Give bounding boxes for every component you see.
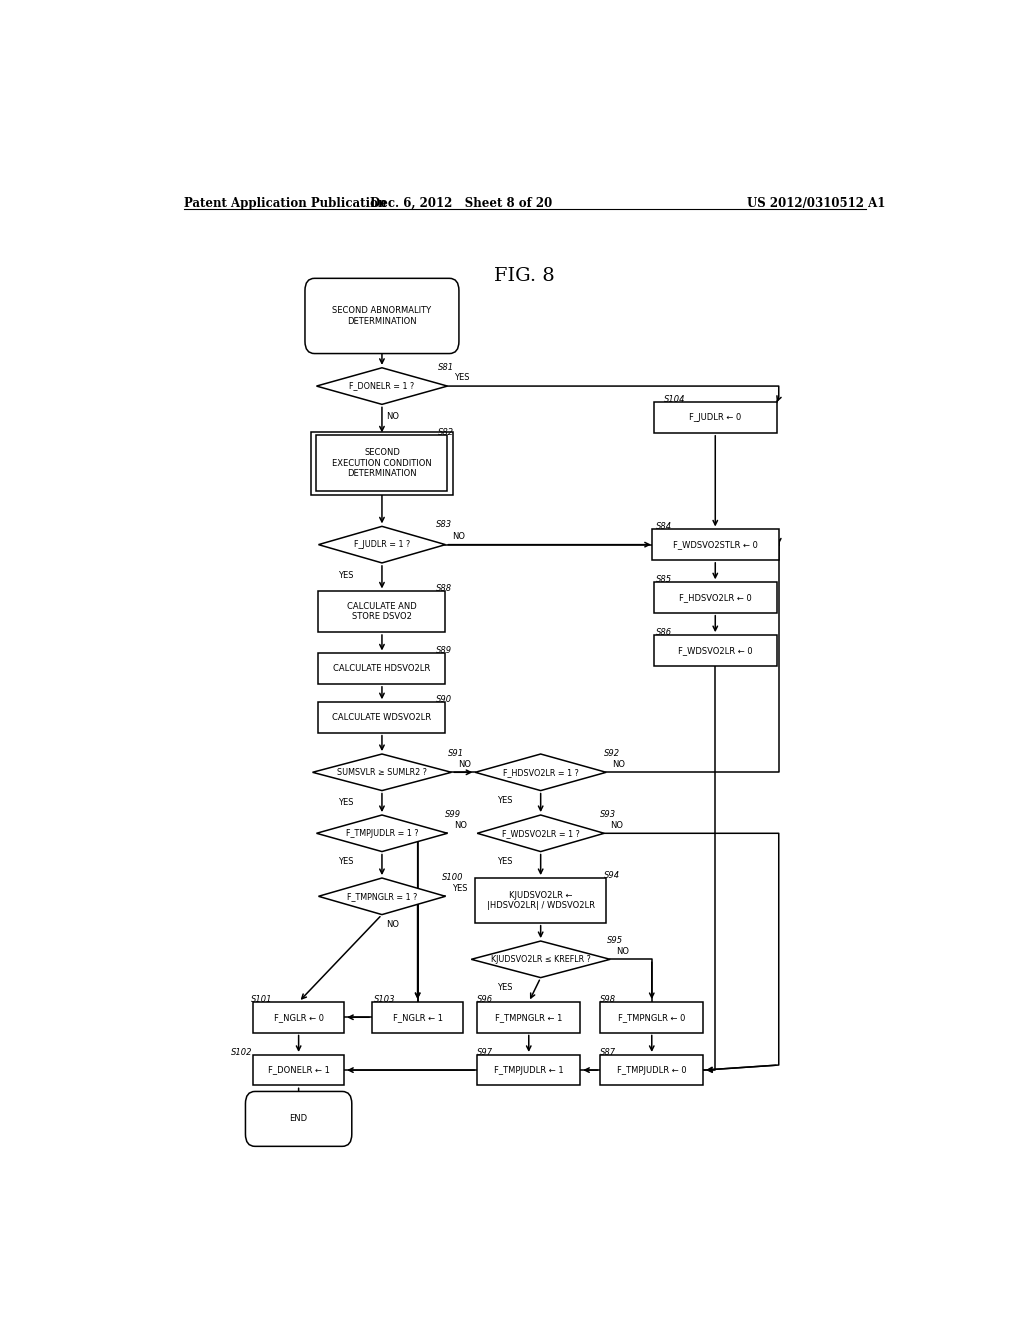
Text: NO: NO [610,821,624,830]
Text: YES: YES [338,799,354,808]
FancyBboxPatch shape [246,1092,352,1146]
Text: NO: NO [612,760,626,768]
Text: YES: YES [497,983,513,993]
Text: SECOND ABNORMALITY
DETERMINATION: SECOND ABNORMALITY DETERMINATION [333,306,431,326]
Text: S90: S90 [436,696,452,704]
Text: Dec. 6, 2012   Sheet 8 of 20: Dec. 6, 2012 Sheet 8 of 20 [371,197,552,210]
FancyBboxPatch shape [477,1002,581,1032]
Text: S83: S83 [436,520,452,529]
Text: F_WDSVO2LR = 1 ?: F_WDSVO2LR = 1 ? [502,829,580,838]
Polygon shape [475,754,606,791]
Text: S93: S93 [600,810,616,818]
Text: Patent Application Publication: Patent Application Publication [183,197,386,210]
Text: YES: YES [497,796,513,805]
Text: YES: YES [452,883,467,892]
Text: CALCULATE AND
STORE DSVO2: CALCULATE AND STORE DSVO2 [347,602,417,622]
FancyBboxPatch shape [652,529,779,560]
Text: END: END [290,1114,307,1123]
Text: S103: S103 [374,995,395,1005]
FancyBboxPatch shape [318,653,445,684]
Text: F_TMPNGLR ← 0: F_TMPNGLR ← 0 [618,1012,685,1022]
Text: S100: S100 [441,873,463,882]
Text: F_NGLR ← 1: F_NGLR ← 1 [392,1012,442,1022]
Text: F_TMPNGLR = 1 ?: F_TMPNGLR = 1 ? [347,892,417,900]
Text: S88: S88 [436,585,452,594]
Text: KJUDSVO2LR ←
|HDSVO2LR| / WDSVO2LR: KJUDSVO2LR ← |HDSVO2LR| / WDSVO2LR [486,891,595,909]
Text: F_DONELR ← 1: F_DONELR ← 1 [267,1065,330,1074]
Text: YES: YES [338,570,354,579]
Polygon shape [316,814,447,851]
Text: S96: S96 [477,995,494,1005]
Text: CALCULATE WDSVO2LR: CALCULATE WDSVO2LR [333,713,431,722]
Text: F_HDSVO2LR ← 0: F_HDSVO2LR ← 0 [679,593,752,602]
FancyBboxPatch shape [253,1002,344,1032]
Text: S84: S84 [655,523,672,532]
FancyBboxPatch shape [253,1055,344,1085]
FancyBboxPatch shape [305,279,459,354]
Text: SECOND
EXECUTION CONDITION
DETERMINATION: SECOND EXECUTION CONDITION DETERMINATION [332,449,432,478]
Text: S101: S101 [251,995,272,1005]
Text: S97: S97 [477,1048,494,1057]
Text: F_TMPNGLR ← 1: F_TMPNGLR ← 1 [495,1012,562,1022]
Text: F_DONELR = 1 ?: F_DONELR = 1 ? [349,381,415,391]
Text: S85: S85 [655,576,672,585]
Polygon shape [312,754,452,791]
Polygon shape [318,527,445,562]
Text: NO: NO [616,946,630,956]
FancyBboxPatch shape [477,1055,581,1085]
Text: NO: NO [454,821,467,830]
FancyBboxPatch shape [653,582,777,612]
Text: F_JUDLR ← 0: F_JUDLR ← 0 [689,413,741,422]
FancyBboxPatch shape [316,436,447,491]
Text: S104: S104 [664,396,685,404]
Text: S82: S82 [437,428,454,437]
Text: S94: S94 [604,871,621,880]
Text: S99: S99 [445,810,462,818]
FancyBboxPatch shape [475,878,606,923]
Text: S81: S81 [437,363,454,372]
FancyBboxPatch shape [372,1002,463,1032]
FancyBboxPatch shape [318,591,445,632]
FancyBboxPatch shape [600,1055,703,1085]
Text: KJUDSVO2LR ≤ KREFLR ?: KJUDSVO2LR ≤ KREFLR ? [490,954,591,964]
Text: F_TMPJUDLR ← 1: F_TMPJUDLR ← 1 [494,1065,563,1074]
Text: NO: NO [452,532,465,541]
Text: F_WDSVO2STLR ← 0: F_WDSVO2STLR ← 0 [673,540,758,549]
FancyBboxPatch shape [318,702,445,733]
FancyBboxPatch shape [600,1002,703,1032]
Text: SUMSVLR ≥ SUMLR2 ?: SUMSVLR ≥ SUMLR2 ? [337,768,427,776]
Text: S86: S86 [655,628,672,638]
Text: F_HDSVO2LR = 1 ?: F_HDSVO2LR = 1 ? [503,768,579,776]
Text: F_NGLR ← 0: F_NGLR ← 0 [273,1012,324,1022]
Text: S95: S95 [606,936,623,945]
Text: NO: NO [386,920,399,929]
Text: NO: NO [458,760,471,768]
Text: YES: YES [338,857,354,866]
FancyBboxPatch shape [653,403,777,433]
Polygon shape [471,941,610,978]
Text: YES: YES [454,374,469,383]
Text: FIG. 8: FIG. 8 [495,267,555,285]
FancyBboxPatch shape [653,635,777,665]
Text: S91: S91 [447,748,464,758]
Text: S87: S87 [600,1048,616,1057]
Text: F_TMPJUDLR ← 0: F_TMPJUDLR ← 0 [617,1065,686,1074]
Text: YES: YES [497,857,513,866]
Text: F_WDSVO2LR ← 0: F_WDSVO2LR ← 0 [678,645,753,655]
Text: S98: S98 [600,995,616,1005]
Polygon shape [477,814,604,851]
Text: F_JUDLR = 1 ?: F_JUDLR = 1 ? [354,540,410,549]
Polygon shape [316,368,447,404]
Text: NO: NO [386,412,399,421]
Polygon shape [318,878,445,915]
Text: S92: S92 [604,748,621,758]
Text: US 2012/0310512 A1: US 2012/0310512 A1 [748,197,886,210]
Text: CALCULATE HDSVO2LR: CALCULATE HDSVO2LR [334,664,430,673]
Text: S102: S102 [231,1048,253,1057]
Text: F_TMPJUDLR = 1 ?: F_TMPJUDLR = 1 ? [346,829,418,838]
Text: S89: S89 [436,647,452,656]
FancyBboxPatch shape [311,432,453,495]
